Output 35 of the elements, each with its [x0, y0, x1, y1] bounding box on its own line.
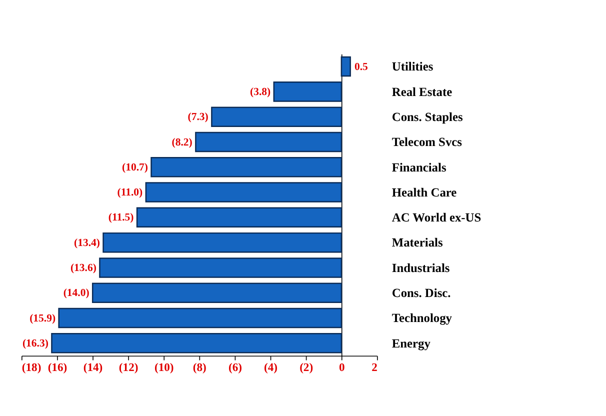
y-tick-label: Utilities	[392, 60, 434, 74]
x-tick-label: (2)	[300, 361, 314, 374]
y-tick-label: Cons. Staples	[392, 110, 463, 124]
x-tick-label: (14)	[83, 361, 103, 374]
data-label: 0.5	[354, 60, 368, 73]
y-tick-label: Energy	[392, 336, 432, 350]
y-tick-label: Financials	[392, 160, 446, 174]
x-tick-label: (12)	[118, 361, 138, 374]
data-label: (11.5)	[108, 212, 134, 224]
data-label: (10.7)	[122, 161, 148, 174]
x-tick-label: (16)	[48, 361, 68, 374]
data-label: (7.3)	[188, 111, 209, 124]
data-label: (16.3)	[22, 337, 49, 350]
data-label: (8.2)	[172, 136, 193, 148]
data-label: (13.6)	[70, 262, 97, 274]
x-tick-label: (6)	[228, 361, 242, 374]
y-tick-label: Cons. Disc.	[392, 286, 451, 300]
y-tick-label: Industrials	[392, 260, 450, 275]
data-label: (14.0)	[63, 287, 90, 300]
y-tick-label: Technology	[392, 311, 453, 326]
y-tick-label: Health Care	[392, 185, 458, 200]
data-label: (3.8)	[250, 86, 272, 98]
x-tick-label: (18)	[22, 361, 42, 374]
x-tick-label: 0	[338, 361, 345, 374]
data-label: (11.0)	[117, 186, 144, 199]
x-tick-label: (10)	[154, 361, 174, 374]
y-tick-label: Telecom Svcs	[392, 135, 462, 150]
y-tick-label: Materials	[392, 236, 443, 250]
y-tick-label: AC World ex-US	[392, 210, 482, 225]
y-tick-label: Real Estate	[392, 84, 453, 99]
x-tick-label: (4)	[264, 361, 278, 374]
x-tick-label: 2	[372, 361, 378, 374]
data-label: (15.9)	[30, 312, 56, 324]
x-tick-label: (8)	[192, 361, 207, 374]
data-label: (13.4)	[74, 236, 100, 249]
